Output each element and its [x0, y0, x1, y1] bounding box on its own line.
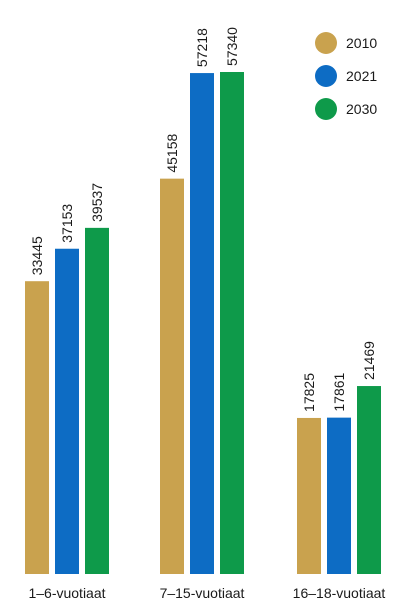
- bar-2030-2: [220, 72, 244, 574]
- bar-2030-3: [357, 386, 381, 574]
- bar-2021-1: [55, 248, 79, 574]
- x-tick-label-3: 16–18-vuotiaat: [293, 585, 386, 601]
- data-label-2010-2: 45158: [164, 134, 180, 173]
- bar-2010-2: [160, 178, 184, 574]
- data-label-2030-1: 39537: [89, 183, 105, 222]
- legend-label-2021: 2021: [346, 68, 377, 84]
- data-label-2010-3: 17825: [301, 373, 317, 412]
- legend-label-2010: 2010: [346, 35, 377, 51]
- x-tick-label-2: 7–15-vuotiaat: [160, 585, 245, 601]
- bar-2021-2: [190, 73, 214, 574]
- legend-swatch-2021: [315, 65, 337, 87]
- x-tick-label-1: 1–6-vuotiaat: [28, 585, 105, 601]
- data-label-2030-2: 57340: [224, 27, 240, 66]
- bar-2021-3: [327, 417, 351, 574]
- data-label-2021-1: 37153: [59, 204, 75, 243]
- legend-swatch-2010: [315, 32, 337, 54]
- legend-swatch-2030: [315, 98, 337, 120]
- bar-2010-3: [297, 417, 321, 574]
- legend: 2010 2021 2030: [315, 32, 377, 120]
- data-labels-layer: 33445 37153 39537 45158 57218 57340 17825 17861…: [29, 27, 377, 412]
- data-label-2030-3: 21469: [361, 341, 377, 380]
- bar-2030-1: [85, 227, 109, 574]
- legend-label-2030: 2030: [346, 101, 377, 117]
- bar-2010-1: [25, 281, 49, 574]
- bars-layer: [25, 72, 381, 574]
- x-axis-tick-labels: 1–6-vuotiaat 7–15-vuotiaat 16–18-vuotiaat: [28, 585, 385, 601]
- data-label-2021-3: 17861: [331, 372, 347, 411]
- data-label-2021-2: 57218: [194, 28, 210, 67]
- data-label-2010-1: 33445: [29, 236, 45, 275]
